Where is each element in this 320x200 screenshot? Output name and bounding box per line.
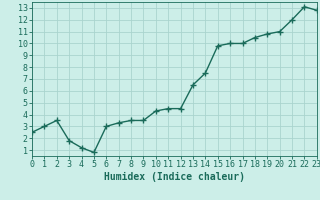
X-axis label: Humidex (Indice chaleur): Humidex (Indice chaleur): [104, 172, 245, 182]
